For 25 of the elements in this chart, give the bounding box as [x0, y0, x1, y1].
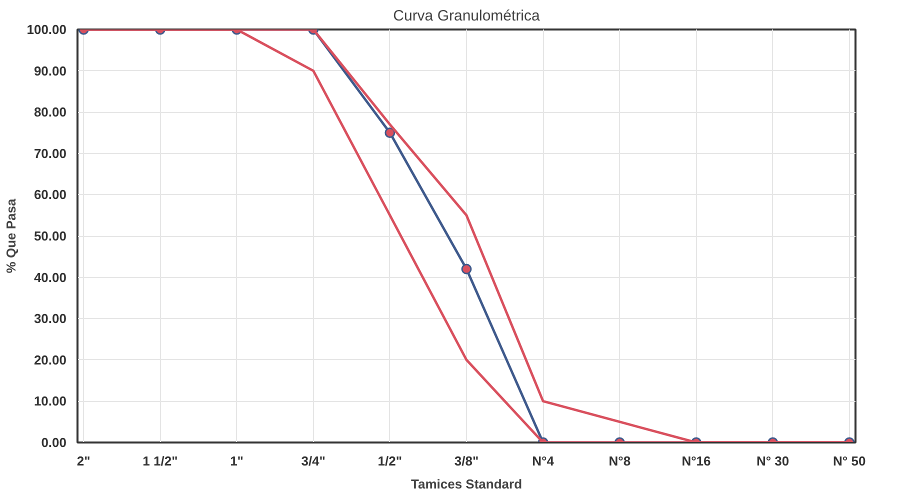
x-tick-label: N°8 [608, 454, 631, 468]
y-axis-title: % Que Pasa [4, 198, 19, 274]
x-tick-label: 1/2" [378, 454, 402, 468]
y-tick-label: 100.00 [26, 22, 67, 37]
y-tick-label: 50.00 [34, 228, 67, 244]
x-tick-label: 1 1/2" [142, 454, 178, 468]
x-tick-label: N° 30 [756, 454, 790, 468]
x-tick-label: 3/8" [454, 454, 479, 468]
x-tick-label: N°16 [682, 454, 711, 468]
y-tick-label: 20.00 [34, 352, 67, 368]
y-tick-label: 60.00 [34, 187, 67, 202]
y-tick-label: 0.00 [41, 435, 67, 450]
y-tick-label: 80.00 [34, 104, 67, 120]
x-tick-label: 2" [76, 454, 90, 468]
x-tick-label: 1" [230, 454, 244, 468]
y-tick-label: 70.00 [34, 146, 67, 161]
x-axis-title: Tamices Standard [410, 476, 522, 492]
x-tick-label: N° 50 [833, 454, 866, 468]
y-tick-label: 30.00 [34, 311, 67, 326]
x-tick-label: 3/4" [301, 454, 326, 468]
y-tick-label: 10.00 [34, 394, 67, 409]
y-tick-label: 90.00 [34, 63, 67, 78]
chart-title: Curva Granulométrica [393, 8, 541, 24]
x-tick-label: N°4 [532, 454, 555, 468]
y-tick-label: 40.00 [34, 270, 67, 285]
